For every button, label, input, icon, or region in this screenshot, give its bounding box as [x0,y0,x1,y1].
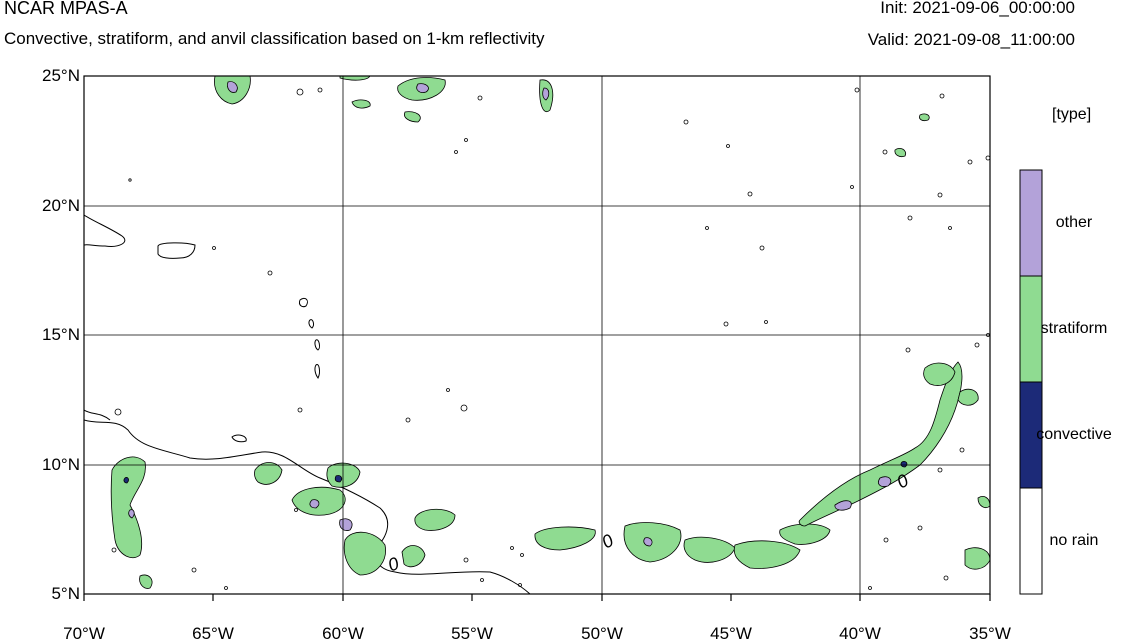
coastline-lesser-antilles-1 [299,297,308,308]
tick-marks [83,594,991,601]
coastlines [84,214,531,594]
coastline-puerto-rico [157,242,196,259]
legend-label-other: other [1055,214,1093,231]
gridlines [84,76,990,594]
coastline-lesser-antilles-2 [308,319,314,329]
contour-label-1: 0 [385,553,401,575]
x-tick-label: 45°W [710,624,752,643]
y-tick-label: 20°N [42,196,80,215]
small-contours [111,87,990,590]
legend-title: [type] [1052,106,1092,123]
x-tick-label: 50°W [581,624,623,643]
x-tick-label: 70°W [63,624,105,643]
init-time: Init: 2021-09-06_00:00:00 [880,0,1075,17]
coastline-lesser-antilles-4 [314,363,320,379]
legend-colorbar [1019,169,1043,595]
map-title: NCAR MPAS-A [4,0,128,18]
coastline-south-america [84,419,531,594]
coastline-lesser-antilles-3 [314,339,320,351]
coastline-trinidad [231,434,247,443]
y-tick-label: 25°N [42,66,80,85]
y-tick-label: 5°N [51,584,80,603]
coastline-venezuela-west [84,409,111,421]
map-subtitle: Convective, stratiform, and anvil classi… [4,29,545,48]
x-tick-label: 65°W [192,624,234,643]
legend-swatch-no-rain [1019,487,1043,595]
coastline-hispaniola [84,214,126,247]
y-tick-label: 15°N [42,325,80,344]
x-tick-label: 40°W [839,624,881,643]
x-tick-label: 35°W [969,624,1011,643]
precip-cells [110,76,990,589]
x-tick-label: 55°W [451,624,493,643]
contour-label-3: 0 [893,470,912,492]
legend-label-no-rain: no rain [1049,532,1099,549]
y-tick-label: 10°N [42,455,80,474]
contour-label-2: 0 [598,530,617,552]
plot-frame [83,75,991,595]
x-tick-label: 60°W [322,624,364,643]
valid-time: Valid: 2021-09-08_11:00:00 [867,30,1075,49]
legend-label-stratiform: stratiform [1040,320,1108,337]
legend-label-convective: convective [1036,426,1112,443]
